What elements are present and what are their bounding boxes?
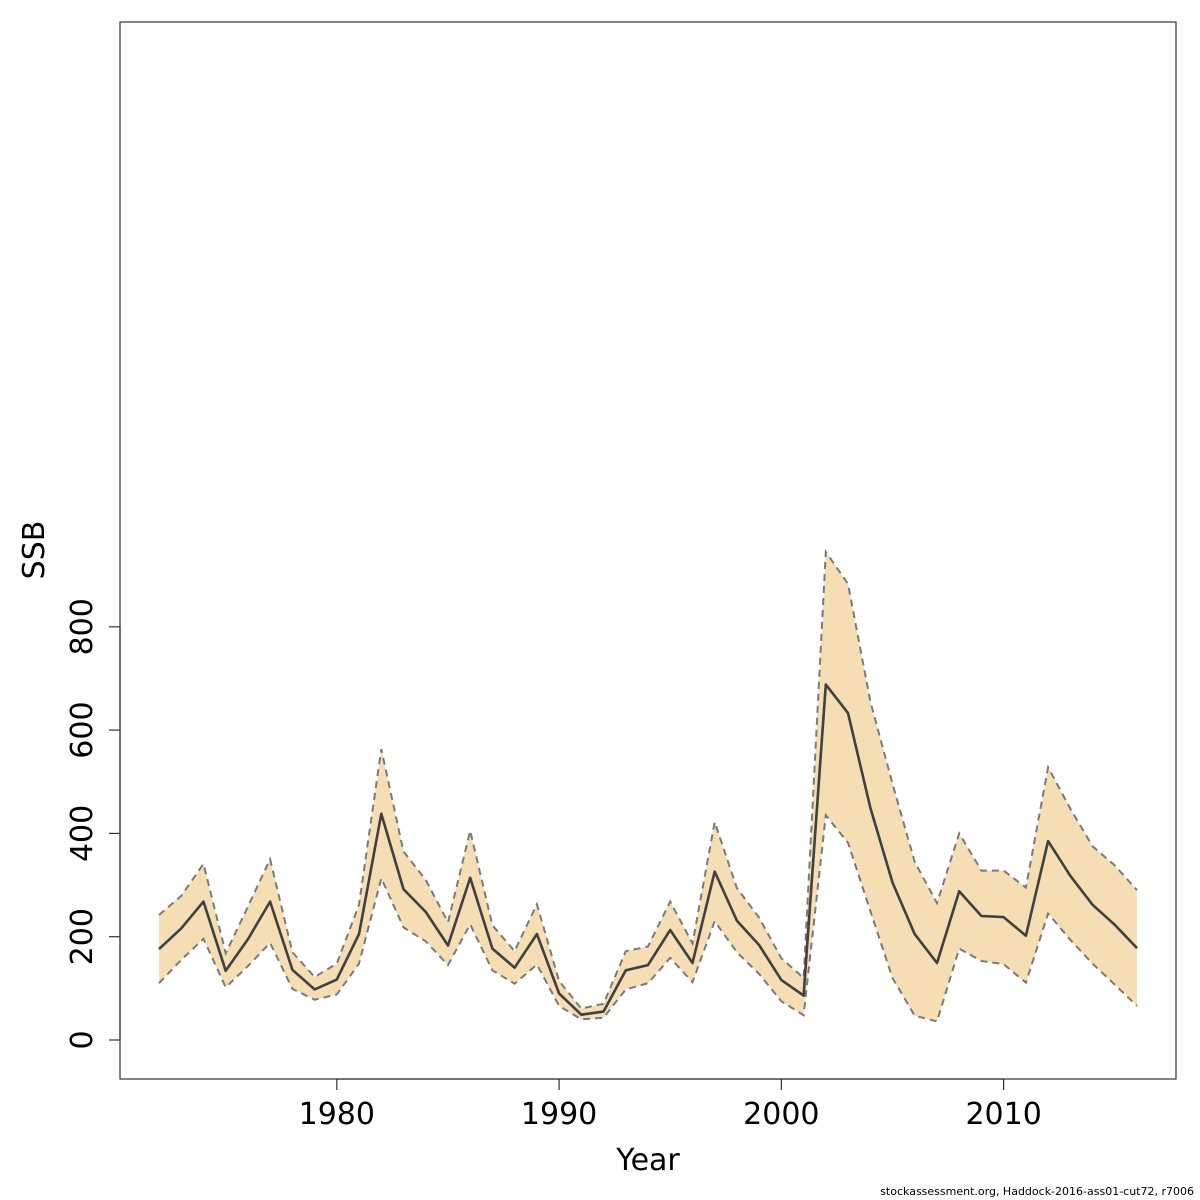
y-axis: 0 200 400 600 800 [65, 598, 121, 1050]
x-tick-label: 1990 [521, 1097, 597, 1132]
x-axis: 1980 1990 2000 2010 [299, 1078, 1042, 1132]
confidence-band-layer [158, 548, 1138, 1023]
confidence-band [159, 551, 1137, 1022]
estimate-line [158, 683, 1138, 1017]
y-axis-title: SSB [17, 521, 52, 580]
y-tick-label: 400 [65, 805, 100, 862]
lower-bound-line [158, 812, 1138, 1023]
y-tick-label: 600 [65, 701, 100, 758]
x-tick-label: 2010 [965, 1097, 1041, 1132]
upper-bound-line [158, 548, 1138, 1010]
estimate-line-layer [158, 683, 1138, 1017]
y-tick-label: 800 [65, 598, 100, 655]
x-axis-title: Year [615, 1143, 680, 1178]
credit-text: stockassessment.org, Haddock-2016-ass01-… [880, 1185, 1194, 1198]
x-tick-label: 1980 [299, 1097, 375, 1132]
y-tick-label: 0 [65, 1030, 100, 1049]
y-tick-label: 200 [65, 908, 100, 965]
x-tick-label: 2000 [743, 1097, 819, 1132]
